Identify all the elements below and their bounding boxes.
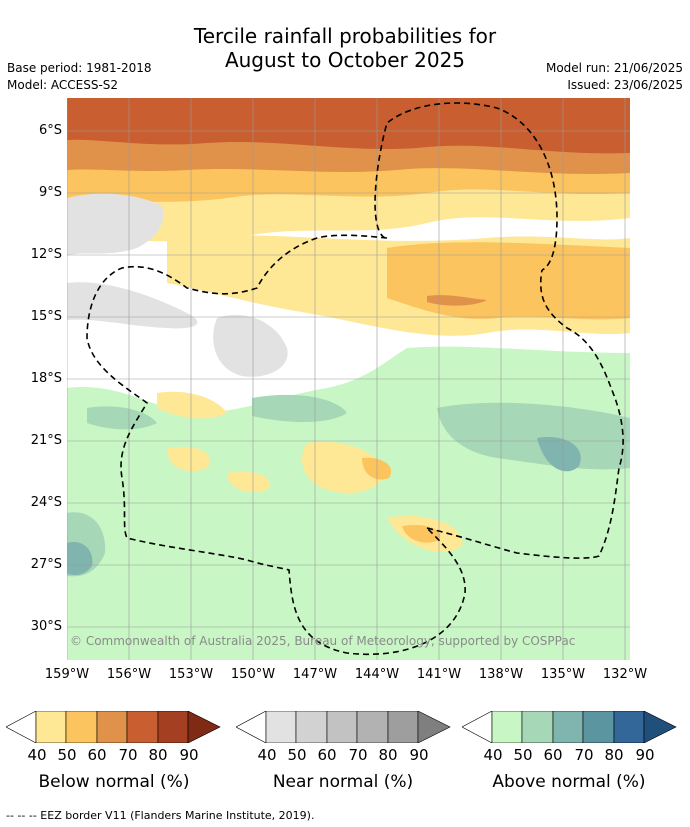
- colorbar-segment: [187, 711, 221, 743]
- lon-label: 147°W: [292, 667, 338, 682]
- colorbar-tick: 80: [604, 746, 624, 764]
- colorbar-near-normal: [236, 711, 451, 743]
- colorbar-segment: [582, 711, 615, 743]
- lon-label: 138°W: [478, 667, 524, 682]
- colorbar-segment: [326, 711, 358, 743]
- issued-date: Issued: 23/06/2025: [567, 78, 683, 92]
- below-normal-region: [167, 446, 210, 472]
- colorbar-segment: [462, 711, 493, 743]
- colorbar-below-normal: [6, 711, 221, 743]
- colorbar-segment: [236, 711, 267, 743]
- colorbar-tick: 40: [257, 746, 277, 764]
- lon-label: 141°W: [416, 667, 462, 682]
- colorbar-tick: 50: [513, 746, 533, 764]
- below-normal-region: [302, 441, 387, 493]
- eez-legend-footer: -- -- -- EEZ border V11 (Flanders Marine…: [6, 809, 315, 822]
- colorbar-segment: [417, 711, 451, 743]
- below-normal-region: [227, 471, 270, 493]
- lat-label: 18°S: [30, 371, 62, 386]
- above-normal-region: [87, 406, 157, 430]
- colorbar-tick: 50: [57, 746, 77, 764]
- colorbar-tick: 60: [543, 746, 563, 764]
- colorbar-segment: [265, 711, 297, 743]
- colorbar-segment: [491, 711, 523, 743]
- colorbar-segment: [521, 711, 554, 743]
- map-canvas: [66, 98, 630, 660]
- lon-label: 150°W: [230, 667, 276, 682]
- colorbar-segment: [356, 711, 389, 743]
- colorbar-tick: 90: [179, 746, 199, 764]
- colorbar-tick: 90: [409, 746, 429, 764]
- colorbar-tick: 70: [574, 746, 594, 764]
- colorbar-tick: 70: [348, 746, 368, 764]
- lon-label: 156°W: [106, 667, 152, 682]
- lon-label: 153°W: [168, 667, 214, 682]
- copyright-text: © Commonwealth of Australia 2025, Bureau…: [70, 634, 576, 648]
- colorbar-segment: [65, 711, 98, 743]
- above-normal-region: [437, 402, 630, 470]
- colorbar-segment: [35, 711, 67, 743]
- below-normal-region: [157, 391, 227, 419]
- title-line-2: August to October 2025: [224, 48, 466, 72]
- colorbar-segment: [96, 711, 128, 743]
- map-title: Tercile rainfall probabilities for Augus…: [0, 24, 690, 72]
- lat-label: 6°S: [38, 123, 62, 138]
- lat-label: 24°S: [30, 495, 62, 510]
- eez-border-line: [374, 102, 558, 271]
- colorbar-label-near: Near normal (%): [272, 772, 414, 792]
- lat-label: 9°S: [38, 185, 62, 200]
- below-normal-region: [67, 98, 630, 121]
- colorbar-segment: [295, 711, 328, 743]
- below-normal-region: [362, 457, 392, 480]
- colorbar-tick: 70: [118, 746, 138, 764]
- colorbar-tick: 80: [378, 746, 398, 764]
- colorbar-above-normal: [462, 711, 677, 743]
- colorbar-tick: 40: [27, 746, 47, 764]
- colorbar-segment: [613, 711, 645, 743]
- lat-label: 30°S: [30, 619, 62, 634]
- lat-label: 21°S: [30, 433, 62, 448]
- eez-border-line: [86, 234, 466, 655]
- colorbar-segment: [126, 711, 159, 743]
- colorbar-tick: 60: [317, 746, 337, 764]
- model-name: Model: ACCESS-S2: [7, 78, 119, 92]
- eez-border-line: [426, 269, 624, 559]
- lon-label: 132°W: [602, 667, 648, 682]
- lon-label: 135°W: [540, 667, 586, 682]
- lat-label: 15°S: [30, 309, 62, 324]
- colorbar-tick: 40: [483, 746, 503, 764]
- colorbar-segment: [157, 711, 189, 743]
- lat-label: 12°S: [30, 247, 62, 262]
- colorbar-segment: [6, 711, 37, 743]
- colorbar-tick: 50: [287, 746, 307, 764]
- near-normal-region: [213, 314, 288, 377]
- above-normal-region: [537, 437, 581, 472]
- lon-label: 144°W: [354, 667, 400, 682]
- rainfall-map: [66, 98, 630, 660]
- meta-left: Base period: 1981-2018 Model: ACCESS-S2: [7, 60, 152, 94]
- meta-right: Model run: 21/06/2025 Issued: 23/06/2025: [546, 60, 683, 94]
- title-line-1: Tercile rainfall probabilities for: [193, 24, 497, 48]
- colorbar-tick: 60: [87, 746, 107, 764]
- near-normal-region: [67, 193, 164, 256]
- graticule: [66, 98, 630, 660]
- below-normal-region: [387, 242, 630, 320]
- colorbar-label-below: Below normal (%): [38, 772, 190, 792]
- lon-label: 159°W: [44, 667, 90, 682]
- above-normal-region: [252, 394, 347, 422]
- colorbar-tick: 90: [635, 746, 655, 764]
- model-run: Model run: 21/06/2025: [545, 61, 683, 75]
- base-period: Base period: 1981-2018: [7, 61, 152, 75]
- colorbar-segment: [552, 711, 584, 743]
- below-normal-region: [427, 295, 487, 306]
- colorbar-segment: [643, 711, 677, 743]
- colorbar-tick: 80: [148, 746, 168, 764]
- lat-label: 27°S: [30, 557, 62, 572]
- above-normal-region: [67, 541, 93, 576]
- colorbar-label-above: Above normal (%): [492, 772, 646, 792]
- colorbar-segment: [387, 711, 419, 743]
- eez-border: [86, 102, 624, 655]
